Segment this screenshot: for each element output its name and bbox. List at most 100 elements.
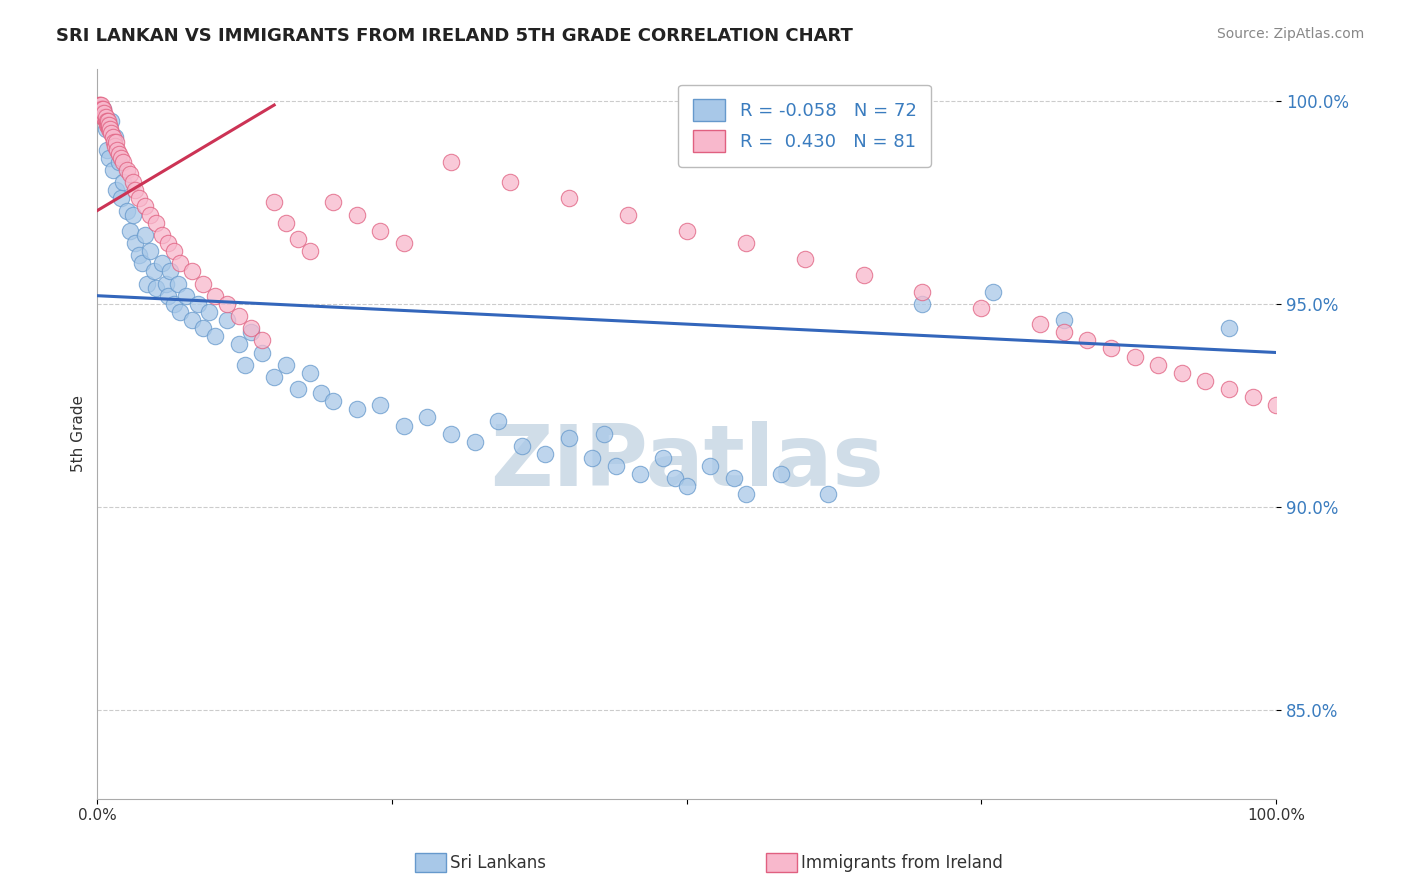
Point: [852, 268, 875, 283]
Point: [104, 138, 127, 153]
Point: [166, 277, 188, 291]
Point: [145, 280, 167, 294]
Point: [124, 235, 146, 250]
Point: [112, 175, 135, 189]
Point: [163, 244, 186, 258]
Point: [91, 102, 114, 116]
Point: [93, 106, 115, 120]
Point: [101, 163, 124, 178]
Point: [204, 289, 226, 303]
Point: [287, 232, 309, 246]
Point: [90, 98, 112, 112]
Point: [664, 471, 686, 485]
Point: [204, 329, 226, 343]
Point: [97, 118, 120, 132]
Point: [97, 114, 120, 128]
Point: [675, 479, 697, 493]
Point: [157, 289, 180, 303]
Point: [90, 106, 112, 120]
Point: [101, 130, 124, 145]
Point: [1194, 374, 1216, 388]
Point: [91, 102, 114, 116]
Point: [180, 264, 202, 278]
Point: [228, 337, 250, 351]
Point: [89, 102, 111, 116]
Point: [464, 434, 486, 449]
Point: [298, 366, 321, 380]
Point: [558, 431, 581, 445]
Point: [239, 321, 262, 335]
Point: [100, 127, 122, 141]
Point: [110, 151, 132, 165]
Point: [1147, 358, 1170, 372]
Point: [322, 394, 344, 409]
Point: [558, 191, 581, 205]
Point: [157, 235, 180, 250]
Point: [1076, 334, 1098, 348]
Point: [346, 208, 368, 222]
Point: [105, 135, 128, 149]
Point: [215, 313, 238, 327]
Point: [252, 334, 274, 348]
Point: [93, 110, 115, 124]
Point: [239, 325, 262, 339]
Point: [368, 398, 391, 412]
Point: [110, 191, 132, 205]
Point: [107, 154, 129, 169]
Point: [103, 135, 125, 149]
Point: [89, 98, 111, 112]
Point: [970, 301, 993, 315]
Point: [593, 426, 616, 441]
Point: [263, 369, 285, 384]
Point: [104, 130, 127, 145]
Point: [734, 487, 756, 501]
Point: [1218, 382, 1240, 396]
Point: [392, 418, 415, 433]
Point: [120, 167, 142, 181]
Point: [723, 471, 745, 485]
Point: [142, 264, 165, 278]
Point: [89, 106, 111, 120]
Point: [198, 305, 221, 319]
Point: [105, 183, 128, 197]
Point: [392, 235, 415, 250]
Point: [94, 114, 117, 128]
Point: [187, 297, 209, 311]
Point: [699, 459, 721, 474]
Point: [368, 224, 391, 238]
Point: [169, 256, 191, 270]
Point: [115, 163, 138, 178]
Point: [1053, 325, 1076, 339]
Point: [134, 227, 156, 242]
Point: [215, 297, 238, 311]
Point: [193, 277, 215, 291]
Point: [287, 382, 309, 396]
Point: [233, 358, 256, 372]
Point: [817, 487, 839, 501]
Point: [87, 98, 110, 112]
Point: [120, 224, 142, 238]
Legend: R = -0.058   N = 72, R =  0.430   N = 81: R = -0.058 N = 72, R = 0.430 N = 81: [678, 85, 931, 167]
Point: [134, 199, 156, 213]
Point: [911, 297, 934, 311]
Point: [90, 102, 112, 116]
Point: [298, 244, 321, 258]
Point: [1265, 398, 1288, 412]
Point: [1099, 342, 1122, 356]
Text: Source: ZipAtlas.com: Source: ZipAtlas.com: [1216, 27, 1364, 41]
Point: [617, 208, 640, 222]
Point: [155, 277, 177, 291]
Point: [486, 414, 509, 428]
Point: [311, 386, 333, 401]
Point: [139, 244, 162, 258]
Point: [274, 216, 297, 230]
Point: [169, 305, 191, 319]
Point: [121, 175, 143, 189]
Point: [416, 410, 439, 425]
Point: [87, 102, 110, 116]
Point: [115, 203, 138, 218]
Point: [675, 224, 697, 238]
Point: [322, 195, 344, 210]
Point: [605, 459, 627, 474]
Point: [139, 208, 162, 222]
